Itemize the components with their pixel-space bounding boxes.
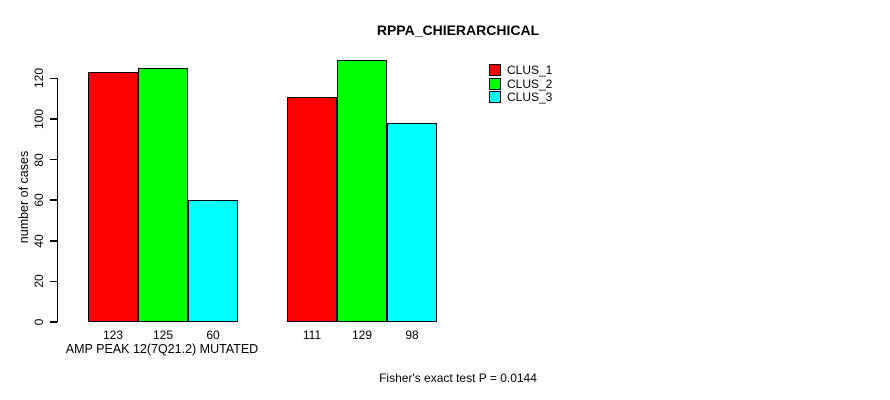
bar-clus_3-group-2	[387, 123, 437, 322]
annotation-fisher-test: Fisher's exact test P = 0.0144	[379, 371, 537, 385]
y-axis-tick-label: 80	[32, 152, 46, 167]
legend-label: CLUS_3	[507, 90, 553, 104]
y-axis-tick-label: 100	[32, 108, 46, 130]
y-axis-tick	[49, 280, 57, 283]
chart-title: RPPA_CHIERARCHICAL	[376, 22, 540, 38]
x-axis-label: AMP PEAK 12(7Q21.2) MUTATED	[65, 342, 259, 356]
y-axis-line	[56, 78, 58, 322]
y-axis-tick-label: 0	[32, 318, 46, 326]
bar-clus_2-group-1	[138, 68, 188, 322]
legend-item-clus_3: CLUS_3	[489, 91, 552, 103]
y-axis-tick-label: 20	[32, 274, 46, 289]
y-axis-tick	[49, 321, 57, 323]
y-axis-tick	[49, 240, 57, 242]
bar-clus_2-group-2	[337, 60, 387, 322]
legend-label: CLUS_2	[507, 76, 553, 91]
bar-value-label: 111	[302, 328, 322, 342]
y-axis-tick	[49, 118, 57, 120]
bar-value-label: 60	[206, 328, 220, 342]
legend-label: CLUS_1	[507, 63, 553, 77]
y-axis-tick	[49, 199, 57, 201]
legend-item-clus_1: CLUS_1	[489, 64, 552, 76]
y-axis-tick	[49, 158, 57, 161]
bar-value-label: 98	[405, 328, 419, 342]
y-axis-tick-label: 120	[32, 68, 46, 89]
y-axis-tick-label: 60	[32, 193, 46, 207]
y-axis-label: number of cases	[17, 150, 31, 244]
legend-swatch-icon	[489, 64, 501, 76]
bar-clus_1-group-1	[88, 72, 138, 322]
legend-swatch-icon	[489, 91, 501, 103]
legend-swatch-icon	[489, 77, 501, 90]
bar-value-label: 123	[102, 328, 124, 342]
bar-clus_1-group-2	[287, 96, 337, 322]
legend: CLUS_1 CLUS_2 CLUS_3	[489, 64, 552, 105]
bar-clus_3-group-1	[188, 200, 238, 322]
legend-item-clus_2: CLUS_2	[489, 76, 553, 91]
bar-value-label: 129	[351, 328, 373, 342]
bar-value-label: 125	[152, 328, 174, 342]
y-axis-tick	[49, 77, 57, 80]
y-axis-tick-label: 40	[32, 234, 46, 248]
